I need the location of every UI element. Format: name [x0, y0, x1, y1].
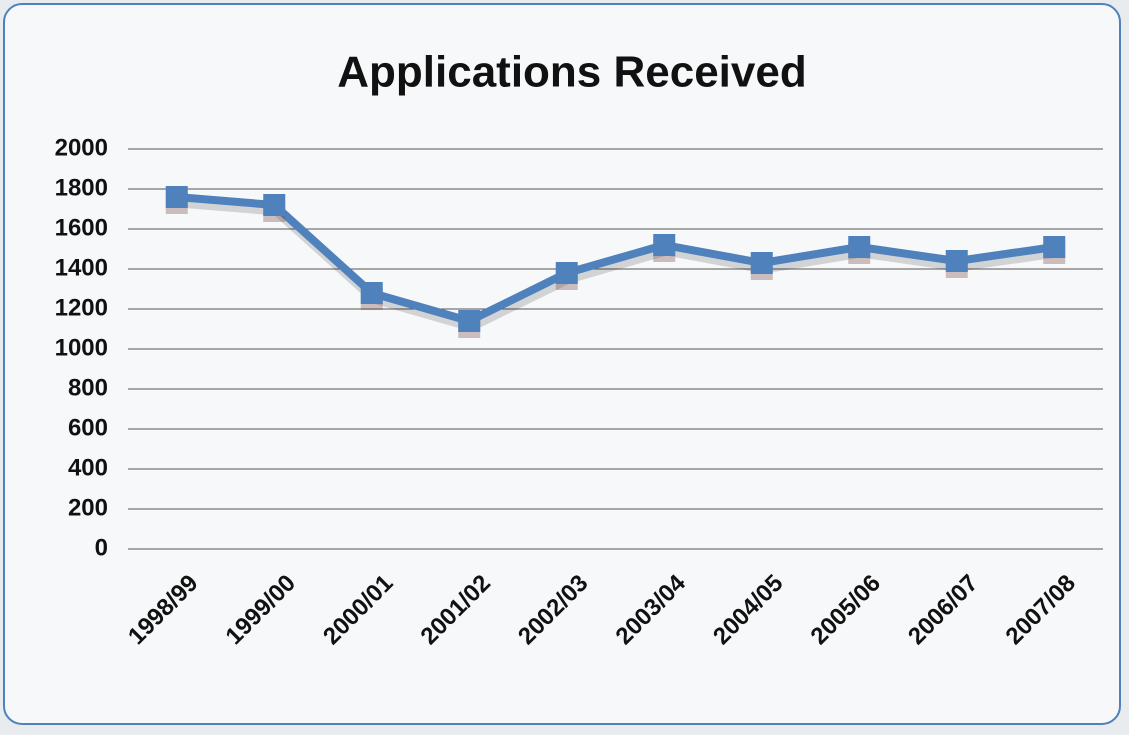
- marker: [1043, 236, 1066, 258]
- y-tick-label: 800: [68, 374, 108, 401]
- y-tick-label: 0: [95, 534, 108, 561]
- y-tick-label: 1800: [55, 174, 108, 201]
- y-tick-label: 600: [68, 414, 108, 441]
- marker: [165, 186, 188, 208]
- marker: [750, 252, 773, 274]
- marker: [263, 194, 286, 216]
- y-tick-label: 1200: [55, 294, 108, 321]
- chart-frame: [3, 3, 1121, 725]
- y-tick-label: 400: [68, 454, 108, 481]
- marker: [360, 282, 383, 304]
- y-tick-label: 200: [68, 494, 108, 521]
- marker: [458, 310, 481, 332]
- series-line: [176, 193, 1055, 325]
- y-tick-label: 1000: [55, 334, 108, 361]
- chart-title: Applications Received: [337, 48, 806, 97]
- marker: [653, 234, 676, 256]
- y-tick-label: 1600: [55, 214, 108, 241]
- y-tick-label: 2000: [55, 134, 108, 161]
- y-tick-label: 1400: [55, 254, 108, 281]
- marker: [555, 262, 578, 284]
- marker: [848, 236, 871, 258]
- marker: [945, 250, 968, 272]
